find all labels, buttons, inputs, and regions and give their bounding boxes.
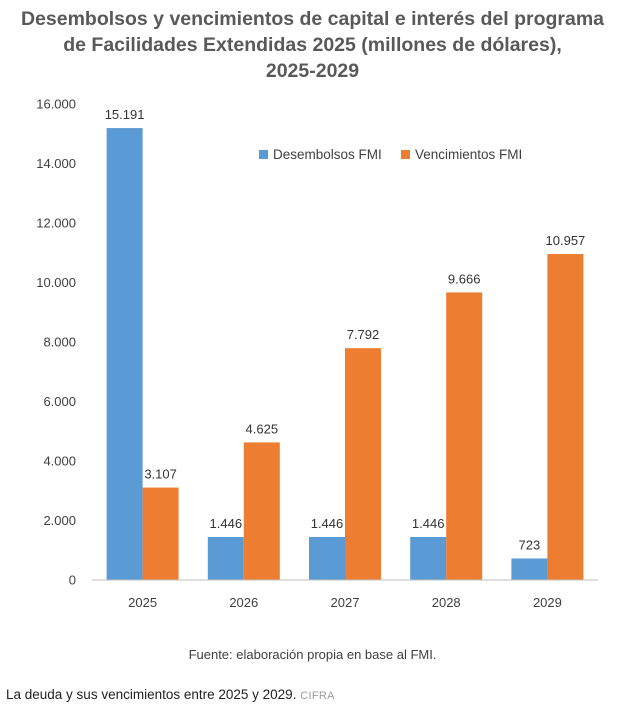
data-label-desembolsos-2026: 1.446 [210, 516, 243, 531]
y-tick-label: 4.000 [43, 454, 76, 469]
y-tick-label: 16.000 [36, 97, 76, 112]
x-axis-ticks: 2025 2026 2027 2028 2029 [128, 595, 562, 610]
bar-vencimientos-2029 [547, 254, 584, 581]
y-axis-ticks: 0 2.000 4.000 6.000 8.000 10.000 12.000 14.000 1… [36, 97, 76, 588]
caption-text: La deuda y sus vencimientos entre 2025 y… [6, 687, 297, 702]
y-tick-label: 14.000 [36, 156, 76, 171]
bar-desembolsos-2025 [106, 128, 143, 580]
data-label-vencimientos-2028: 9.666 [448, 271, 481, 286]
x-tick-label: 2026 [229, 595, 258, 610]
bar-vencimientos-2027 [345, 348, 381, 580]
chart-title: Desembolsos y vencimientos de capital e … [0, 6, 625, 84]
y-tick-label: 12.000 [36, 216, 76, 231]
bar-chart: 0 2.000 4.000 6.000 8.000 10.000 12.000 14.000 1… [36, 97, 598, 610]
data-label-vencimientos-2025: 3.107 [144, 467, 177, 482]
data-label-desembolsos-2025: 15.191 [105, 107, 145, 122]
caption-credit: CIFRA [300, 690, 335, 702]
bar-vencimientos-2028 [446, 292, 483, 580]
chart-title-line-2: de Facilidades Extendidas 2025 (millones… [63, 34, 562, 56]
legend-label-desembolsos: Desembolsos FMI [273, 147, 382, 162]
bar-vencimientos-2026 [243, 442, 280, 580]
chart-title-line-1: Desembolsos y vencimientos de capital e … [20, 8, 605, 30]
data-label-desembolsos-2028: 1.446 [412, 516, 445, 531]
legend-swatch-vencimientos [401, 150, 410, 159]
data-label-vencimientos-2027: 7.792 [347, 327, 380, 342]
caption: La deuda y sus vencimientos entre 2025 y… [6, 687, 335, 702]
data-label-desembolsos-2027: 1.446 [311, 516, 344, 531]
chart-title-line-3: 2025-2029 [265, 60, 360, 82]
data-label-vencimientos-2029: 10.957 [546, 233, 586, 248]
bar-desembolsos-2027 [309, 536, 345, 580]
x-tick-label: 2028 [432, 595, 461, 610]
legend: Desembolsos FMI Vencimientos FMI [259, 147, 522, 162]
bar-desembolsos-2026 [207, 536, 244, 580]
y-tick-label: 10.000 [36, 275, 76, 290]
y-tick-label: 8.000 [43, 335, 76, 350]
bar-desembolsos-2029 [511, 558, 548, 580]
data-label-desembolsos-2029: 723 [519, 537, 541, 552]
source-note: Fuente: elaboración propia en base al FM… [188, 647, 437, 662]
bars [106, 128, 584, 581]
legend-label-vencimientos: Vencimientos FMI [415, 147, 522, 162]
y-tick-label: 0 [69, 573, 76, 588]
x-tick-label: 2029 [533, 595, 562, 610]
bar-desembolsos-2028 [410, 536, 447, 580]
x-tick-label: 2025 [128, 595, 157, 610]
bar-vencimientos-2025 [142, 487, 179, 580]
data-labels: 15.191 3.107 1.446 4.625 1.446 7.792 1.446 9.66… [105, 107, 586, 552]
legend-swatch-desembolsos [259, 150, 268, 159]
y-tick-label: 2.000 [43, 513, 76, 528]
data-label-vencimientos-2026: 4.625 [246, 421, 279, 436]
x-tick-label: 2027 [331, 595, 360, 610]
y-tick-label: 6.000 [43, 394, 76, 409]
